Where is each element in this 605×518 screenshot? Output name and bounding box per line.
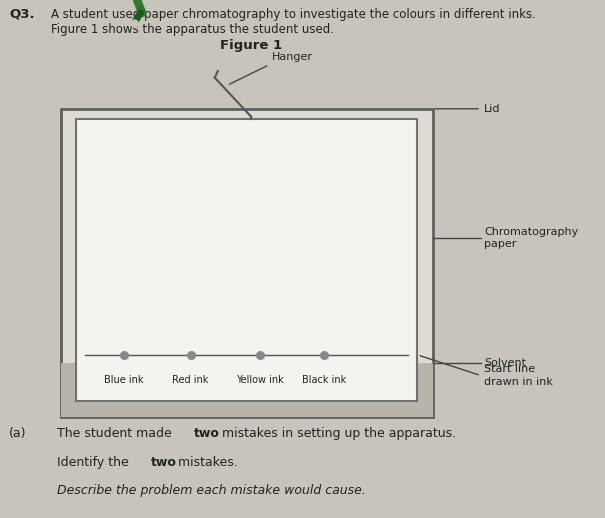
- Text: Q3.: Q3.: [9, 8, 34, 21]
- Text: (a): (a): [9, 427, 27, 440]
- Text: Describe the problem each mistake would cause.: Describe the problem each mistake would …: [57, 484, 367, 497]
- Bar: [76, 119, 417, 401]
- Text: Figure 1: Figure 1: [220, 39, 282, 52]
- Text: mistakes in setting up the apparatus.: mistakes in setting up the apparatus.: [218, 427, 456, 440]
- Text: Yellow ink: Yellow ink: [237, 375, 284, 384]
- Text: mistakes.: mistakes.: [174, 456, 237, 469]
- Text: A student used paper chromatography to investigate the colours in different inks: A student used paper chromatography to i…: [51, 8, 536, 21]
- Bar: [60, 109, 433, 417]
- Text: Solvent: Solvent: [484, 358, 526, 368]
- Text: Chromatography
paper: Chromatography paper: [484, 226, 578, 249]
- Text: The student made: The student made: [57, 427, 176, 440]
- Text: two: two: [194, 427, 220, 440]
- Text: Blue ink: Blue ink: [104, 375, 144, 384]
- Text: Identify the: Identify the: [57, 456, 133, 469]
- Text: Start line
drawn in ink: Start line drawn in ink: [484, 364, 553, 387]
- Text: Black ink: Black ink: [301, 375, 346, 384]
- Text: two: two: [151, 456, 177, 469]
- Text: Red ink: Red ink: [172, 375, 209, 384]
- Bar: [60, 363, 433, 417]
- Text: Hanger: Hanger: [272, 52, 313, 62]
- Text: Lid: Lid: [484, 104, 500, 114]
- Text: Figure 1 shows the apparatus the student used.: Figure 1 shows the apparatus the student…: [51, 23, 335, 36]
